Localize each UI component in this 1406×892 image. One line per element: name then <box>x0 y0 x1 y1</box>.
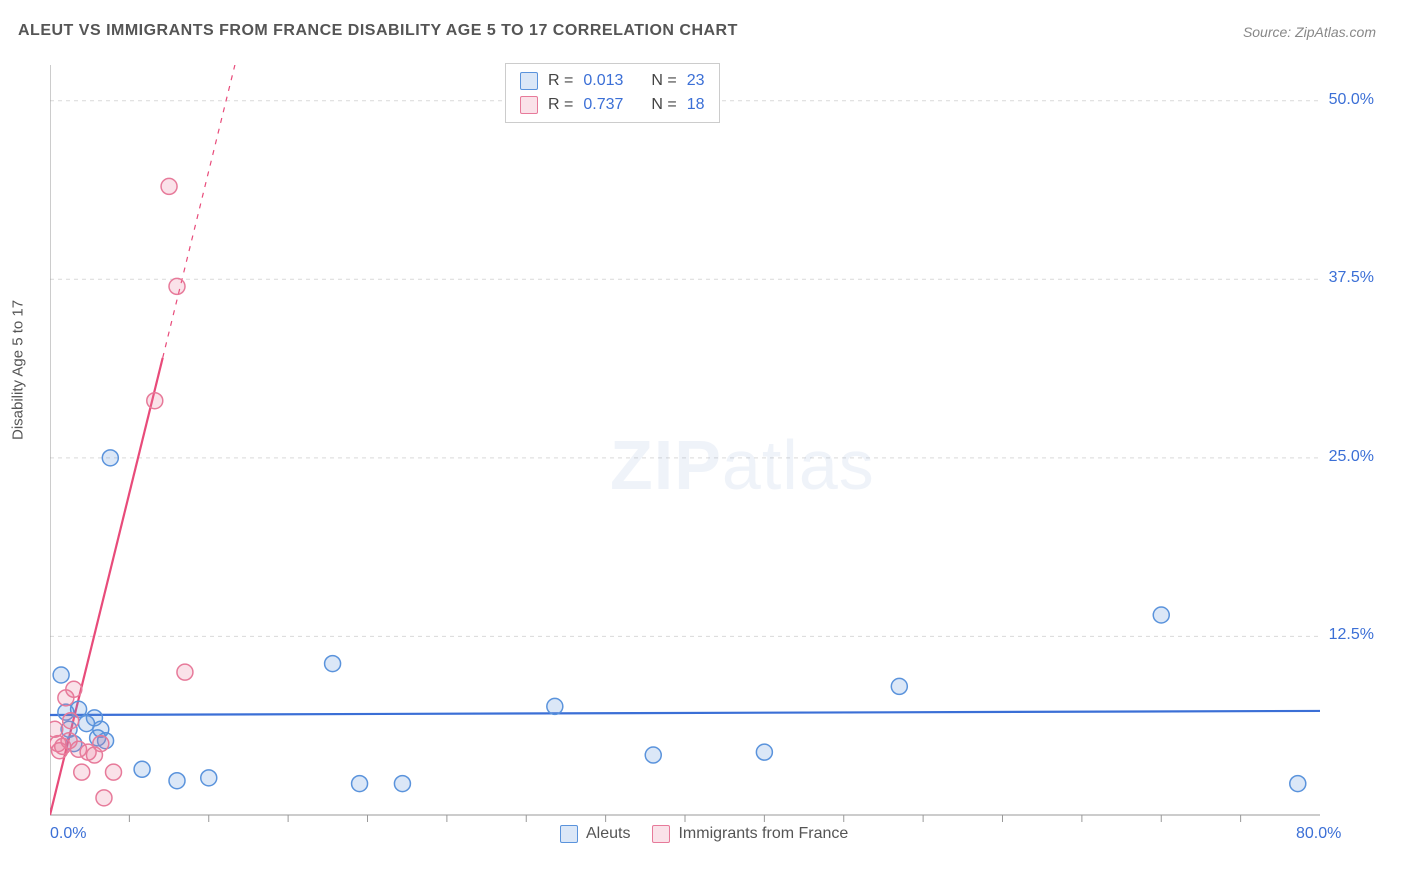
n-label: N = <box>651 69 676 93</box>
x-tick-label: 80.0% <box>1296 825 1341 843</box>
n-value-aleuts: 23 <box>687 69 705 93</box>
y-axis-label: Disability Age 5 to 17 <box>10 300 27 440</box>
legend-swatch-aleuts <box>560 825 578 843</box>
r-value-aleuts: 0.013 <box>583 69 623 93</box>
series-legend: Aleuts Immigrants from France <box>560 825 848 843</box>
y-tick-label: 12.5% <box>1329 626 1374 644</box>
scatter-chart: ZIPatlas R =0.013N =23R =0.737N =18 Aleu… <box>50 55 1380 845</box>
y-tick-label: 37.5% <box>1329 269 1374 287</box>
n-label: N = <box>651 93 676 117</box>
legend-swatch-aleuts <box>520 72 538 90</box>
stats-box: R = 0.013 N = 23 R = 0.737 N = 18 <box>505 63 720 123</box>
stats-row-aleuts: R = 0.013 N = 23 <box>520 69 705 93</box>
legend-swatch-france <box>652 825 670 843</box>
r-label: R = <box>548 93 573 117</box>
y-tick-label: 25.0% <box>1329 448 1374 466</box>
legend-swatch-france <box>520 96 538 114</box>
plot-area <box>50 55 1380 845</box>
legend-item-france: Immigrants from France <box>652 825 848 843</box>
source-attribution: Source: ZipAtlas.com <box>1243 24 1376 40</box>
legend-label-aleuts: Aleuts <box>586 825 630 843</box>
legend-item-aleuts: Aleuts <box>560 825 630 843</box>
r-value-france: 0.737 <box>583 93 623 117</box>
y-tick-label: 50.0% <box>1329 91 1374 109</box>
chart-title: ALEUT VS IMMIGRANTS FROM FRANCE DISABILI… <box>18 22 738 40</box>
stats-row-france: R = 0.737 N = 18 <box>520 93 705 117</box>
r-label: R = <box>548 69 573 93</box>
x-tick-label: 0.0% <box>50 825 86 843</box>
n-value-france: 18 <box>687 93 705 117</box>
legend-label-france: Immigrants from France <box>678 825 848 843</box>
